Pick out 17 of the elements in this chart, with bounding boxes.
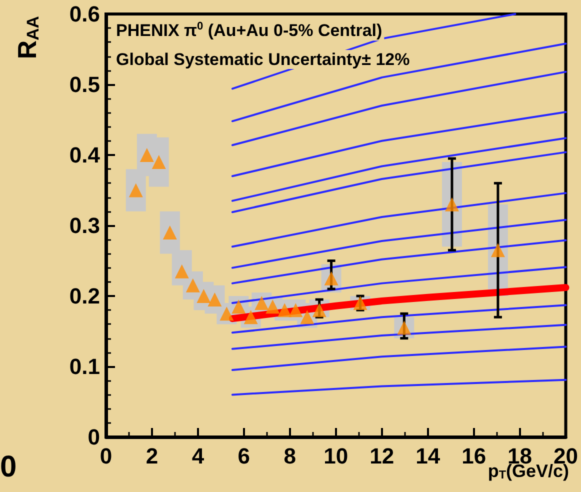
x-tick-label: 4 — [192, 444, 205, 468]
y-tick-label: 0.6 — [69, 2, 100, 26]
annotation: Global Systematic Uncertainty± 12% — [116, 50, 410, 69]
x-tick-label: 2 — [146, 444, 158, 468]
x-tick-label: 14 — [416, 444, 441, 468]
x-tick-label: 12 — [370, 444, 394, 468]
x-tick-label: 16 — [462, 444, 486, 468]
x-tick-label: 6 — [238, 444, 250, 468]
y-axis-title: RAA — [12, 16, 42, 60]
x-tick-label: 10 — [324, 444, 348, 468]
y-tick-label: 0.2 — [69, 284, 100, 308]
y-tick-label: 0.1 — [69, 354, 100, 379]
y-tick-label: 0.3 — [69, 213, 100, 238]
x-tick-label: 8 — [284, 444, 296, 468]
y-tick-label: 0.5 — [69, 72, 100, 97]
y-tick-label: 0.4 — [69, 142, 101, 168]
y-tick-label: 0 — [88, 424, 100, 450]
